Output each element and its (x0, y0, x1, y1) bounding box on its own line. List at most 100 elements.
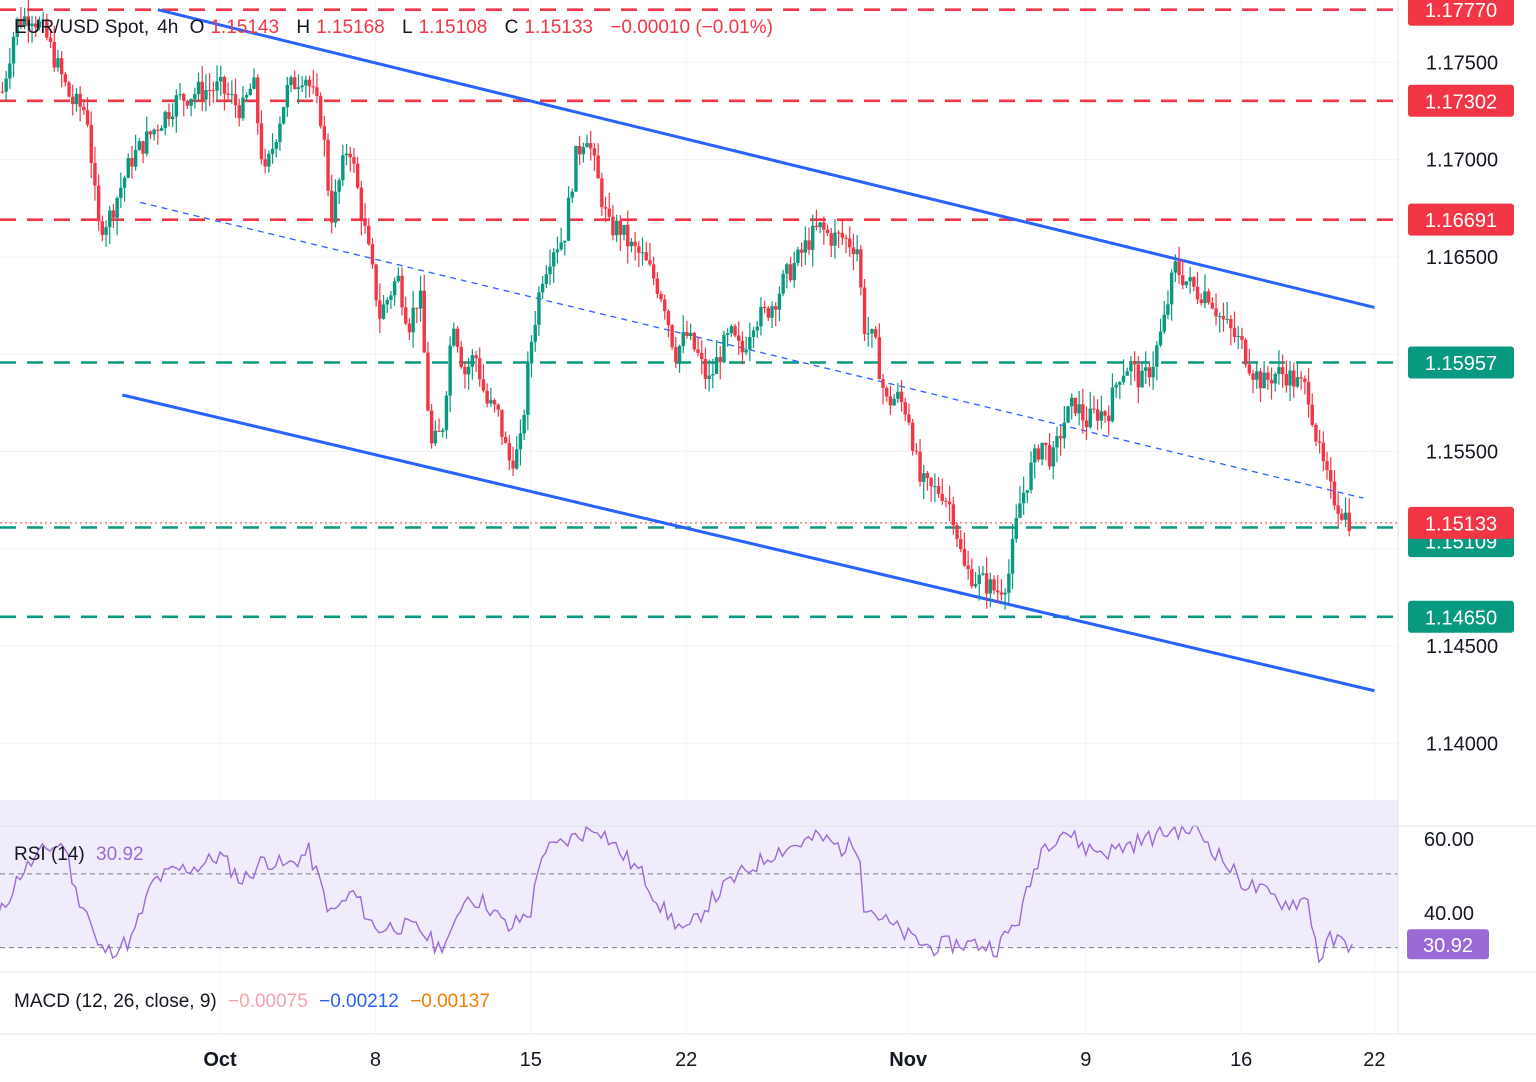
candle-body (507, 442, 512, 461)
candle-body (404, 307, 408, 324)
rsi-tick-label: 60.00 (1424, 829, 1474, 851)
candle-body (1073, 397, 1078, 414)
candle-body (1221, 315, 1226, 320)
macd-label[interactable]: MACD (12, 26, close, 9) (14, 991, 217, 1012)
candle-body (4, 78, 8, 92)
candle-body (903, 402, 907, 415)
candle-body (1003, 592, 1007, 595)
macd-histogram-value: −0.00075 (228, 991, 308, 1012)
candle-body (648, 260, 652, 265)
price-levels (0, 8, 1398, 619)
trend-channel[interactable] (121, 8, 1375, 693)
price-tick-label: 1.16500 (1426, 247, 1498, 269)
time-axis[interactable]: Oct 8 15 22 Nov 9 16 22 (203, 1049, 1385, 1071)
candle-body (1262, 372, 1266, 389)
candle-body (30, 23, 34, 26)
candle-body (1125, 371, 1129, 376)
candle-body (600, 178, 604, 208)
candle-body (996, 590, 1000, 593)
candle-body (411, 307, 415, 333)
open-value: 1.15143 (210, 17, 280, 38)
candle-body (566, 197, 571, 241)
candle-body (1070, 397, 1074, 407)
time-tick-label: 15 (520, 1049, 542, 1071)
candle-body (1310, 404, 1314, 425)
candle-body (37, 21, 42, 28)
candle-body (885, 387, 889, 397)
candle-body (666, 311, 671, 326)
candle-body (248, 88, 253, 96)
candle-body (977, 574, 981, 584)
candle-body (100, 221, 105, 235)
candle-body (15, 18, 19, 37)
candle-body (189, 98, 193, 106)
level-1.16691-badge-text: 1.16691 (1425, 210, 1497, 232)
candle-body (1284, 374, 1289, 386)
rsi-value-badge (1407, 929, 1489, 960)
candle-body (637, 246, 641, 253)
candle-body (448, 345, 452, 396)
candle-body (1092, 408, 1096, 410)
candle-body (89, 124, 93, 163)
candle-body (1236, 336, 1240, 338)
candle-body (1192, 277, 1196, 287)
candle-body (655, 278, 660, 294)
level-1.17302-badge-text: 1.17302 (1425, 91, 1497, 113)
candle-body (914, 450, 919, 452)
macd-signal-value: −0.00137 (410, 991, 490, 1012)
candle-body (311, 86, 315, 88)
interval-label[interactable]: 4h (157, 17, 179, 38)
candle-body (822, 222, 826, 230)
candle-body (244, 95, 249, 98)
macd-legend: MACD (12, 26, close, 9) −0.00075 −0.0021… (14, 991, 496, 1013)
candle-body (45, 19, 49, 38)
symbol-name[interactable]: EUR/USD Spot (14, 17, 144, 38)
candle-body (829, 233, 833, 246)
candle-body (936, 486, 941, 494)
candle-body (796, 249, 800, 264)
candle-body (1184, 281, 1189, 286)
candle-body (267, 153, 271, 167)
candle-body (751, 330, 756, 338)
close-label: C (504, 17, 519, 38)
candle-body (1099, 411, 1104, 421)
open-label: O (189, 17, 205, 38)
time-tick-label: Oct (203, 1049, 237, 1071)
candle-body (603, 207, 608, 209)
candle-body (11, 36, 16, 64)
candle-body (777, 293, 782, 310)
candle-body (355, 163, 360, 188)
candle-body (104, 227, 108, 235)
candle-body (226, 93, 230, 95)
candle-body (740, 340, 745, 353)
candle-body (1144, 367, 1148, 371)
candle-body (1018, 503, 1022, 518)
candle-body (1029, 462, 1033, 491)
candle-body (907, 414, 911, 423)
candle-body (485, 390, 489, 404)
candle-body (322, 126, 327, 140)
ohlc-legend: EUR/USD Spot, 4h O 1.15143 H 1.15168 L 1.151… (14, 17, 773, 38)
candle-body (855, 249, 859, 255)
candle-body (1295, 377, 1300, 387)
rsi-label[interactable]: RSI (14) (14, 844, 85, 865)
candle-body (71, 96, 75, 105)
candle-body (511, 460, 515, 469)
price-tick-label: 1.14000 (1426, 733, 1498, 755)
candle-body (1336, 505, 1340, 514)
candle-body (533, 324, 537, 342)
candle-body (1303, 378, 1307, 382)
candle-body (870, 329, 874, 334)
candle-body (703, 359, 708, 379)
price-axis[interactable]: 1.17500 1.17000 1.16500 1.15500 1.14500 1.140… (1408, 0, 1514, 755)
candle-body (163, 111, 167, 129)
candle-body (707, 375, 711, 379)
candle-body (899, 391, 904, 403)
candle-body (496, 404, 500, 410)
candle-body (1155, 345, 1159, 367)
candle-body (992, 579, 996, 591)
candle-body (122, 177, 127, 188)
time-tick-label: Nov (889, 1049, 928, 1071)
candle-body (263, 159, 267, 167)
